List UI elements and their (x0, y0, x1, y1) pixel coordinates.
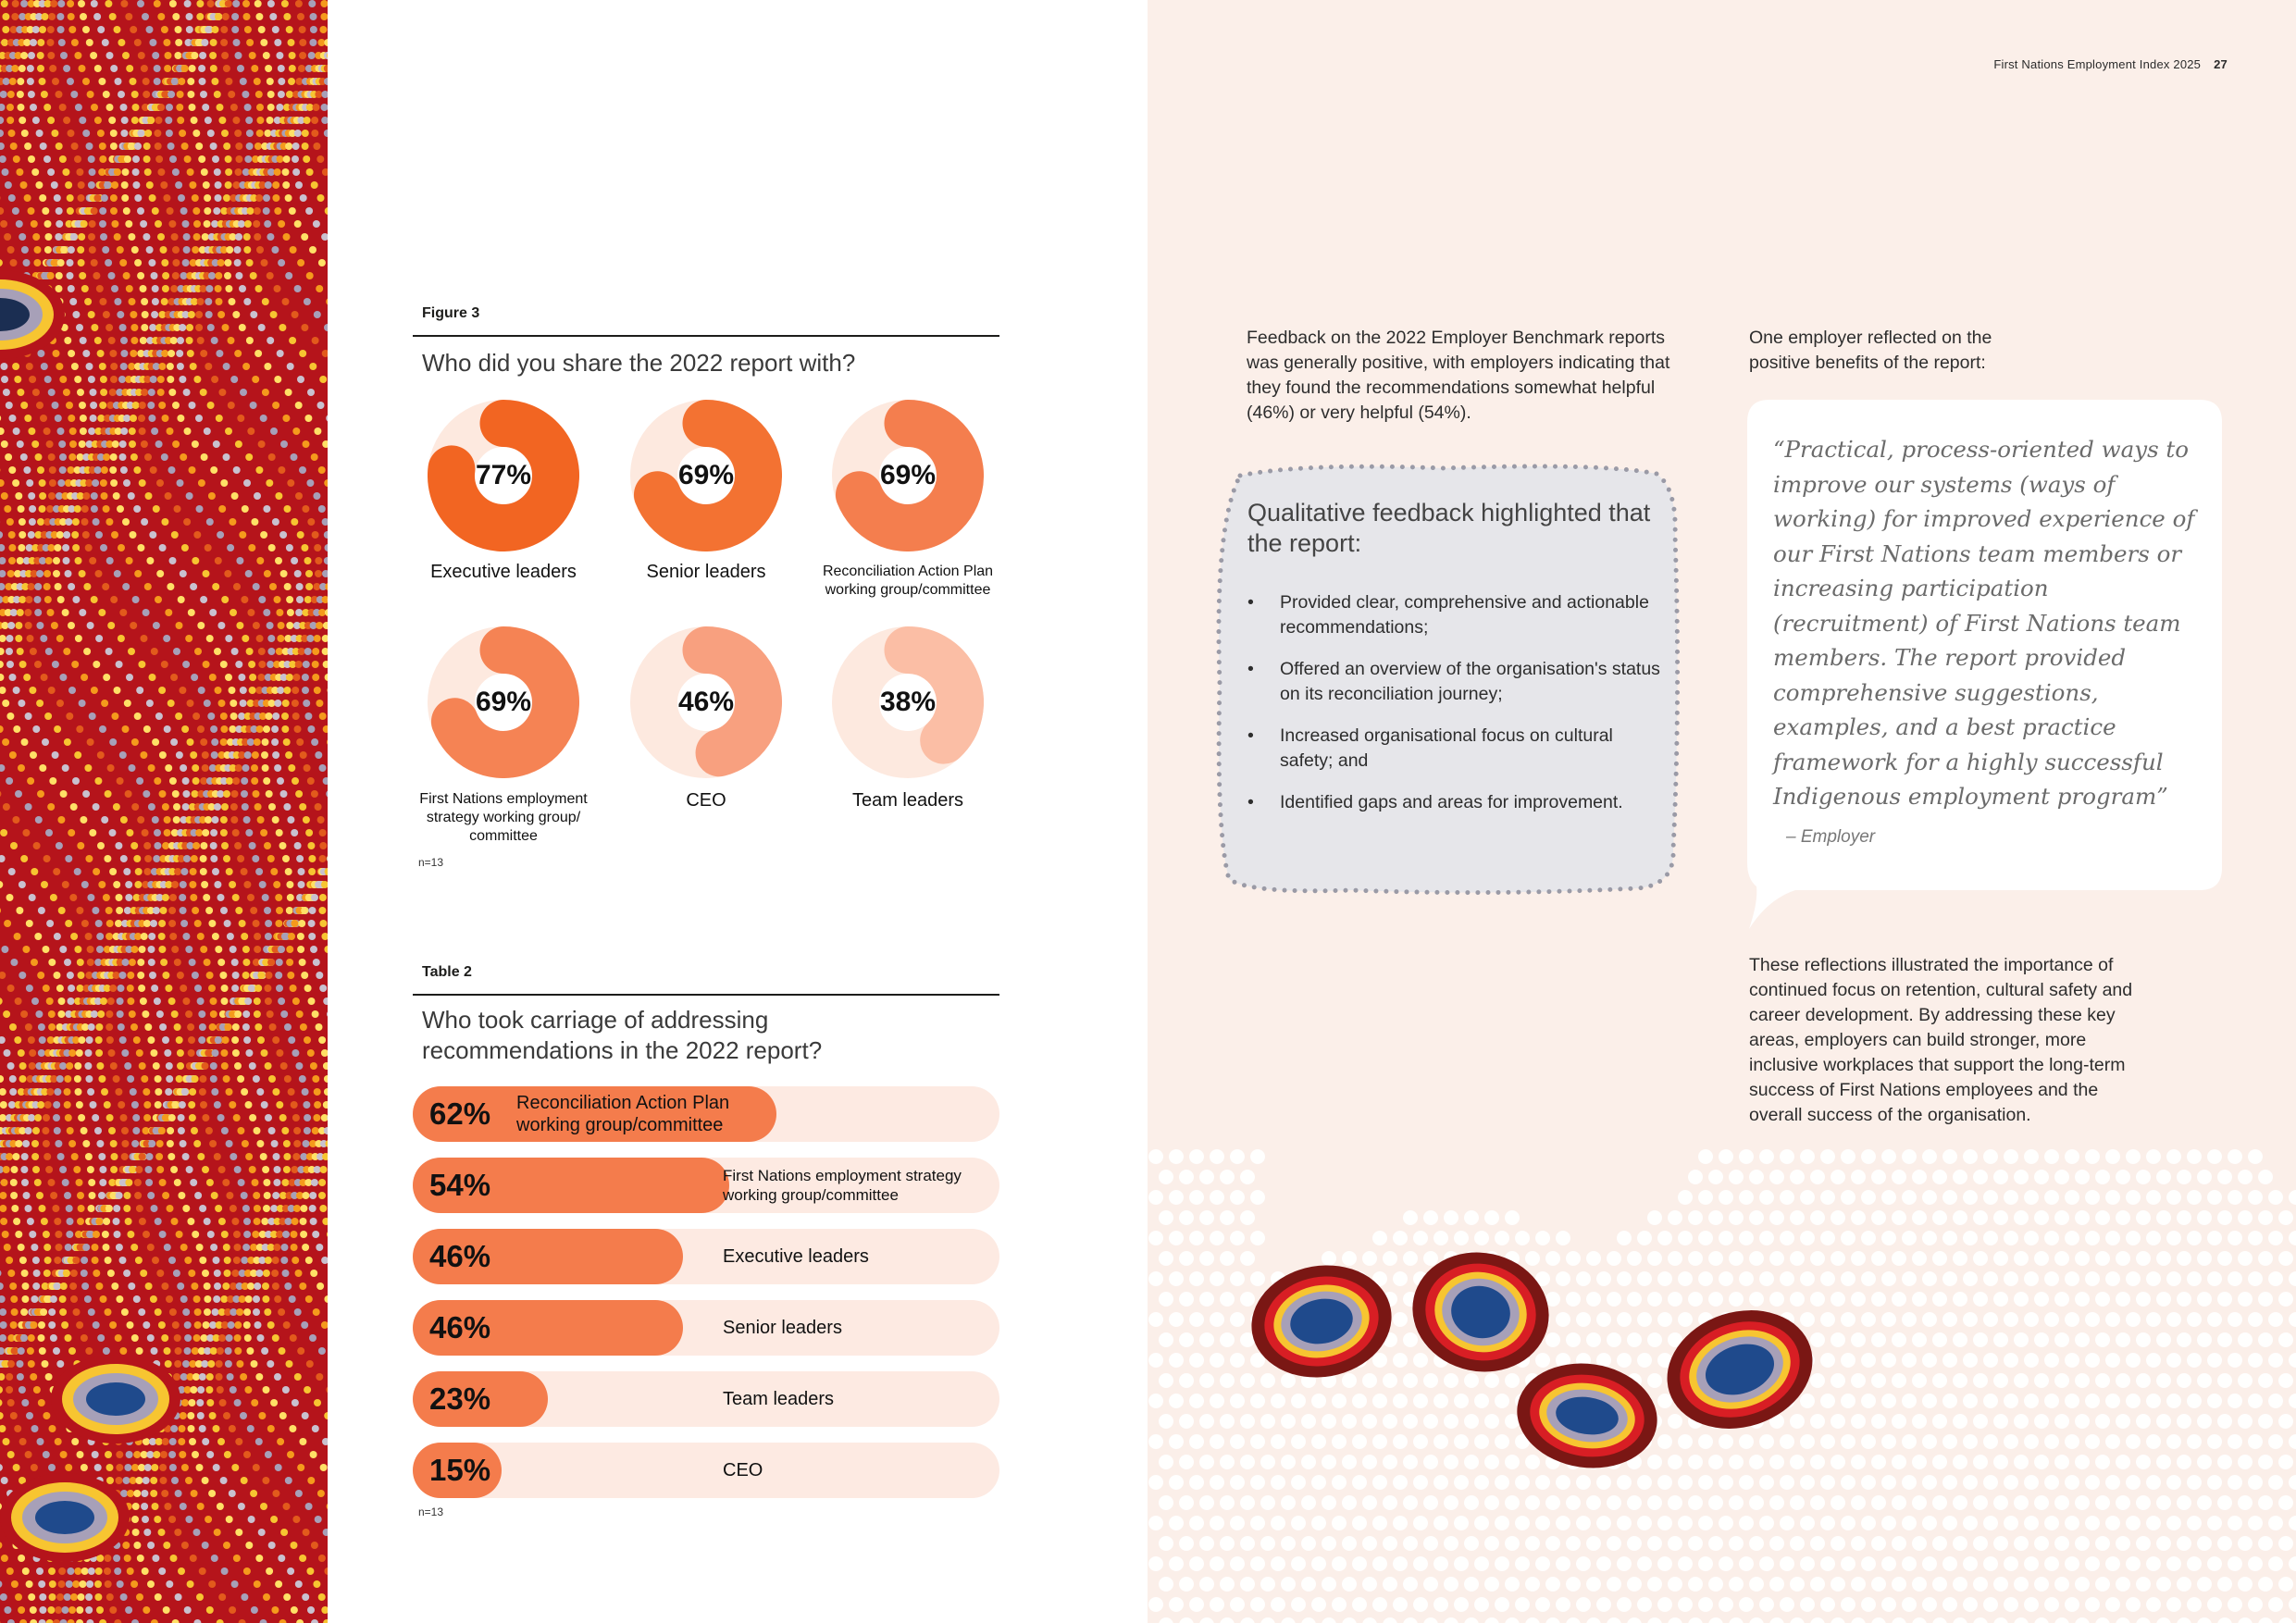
bar-percentage: 46% (429, 1300, 490, 1356)
quote-attribution: – Employer (1786, 827, 1875, 848)
donut-label: Senior leaders (609, 562, 803, 582)
list-item: • Identified gaps and areas for improveme… (1247, 790, 1664, 815)
donut-label: Executive leaders (406, 562, 601, 582)
figure-sample-size: n=13 (418, 856, 443, 869)
bullet-icon: • (1247, 724, 1254, 749)
list-item-text: Provided clear, comprehensive and action… (1280, 592, 1649, 638)
bullet-icon: • (1247, 590, 1254, 615)
figure-label: Figure 3 (422, 305, 479, 322)
bar-row: 54% First Nations employment strategy wo… (413, 1158, 999, 1213)
qualitative-heading: Qualitative feedback highlighted that th… (1247, 498, 1655, 559)
figure-title: Who did you share the 2022 report with? (422, 348, 855, 378)
table-title-line1: Who took carriage of addressing (422, 1005, 768, 1035)
bullet-icon: • (1247, 790, 1254, 815)
bar-percentage: 23% (429, 1371, 490, 1427)
employer-intro-paragraph: One employer reflected on the positive b… (1749, 326, 2054, 376)
list-item: • Provided clear, comprehensive and actio… (1247, 590, 1664, 640)
table-title-line2: recommendations in the 2022 report? (422, 1035, 822, 1066)
running-head: First Nations Employment Index 2025 27 (1993, 57, 2228, 71)
bar-row: 46% Executive leaders (413, 1229, 999, 1284)
donut-chart: 46% (630, 626, 782, 778)
donut-percentage: 69% (832, 400, 984, 551)
list-item-text: Increased organisational focus on cultur… (1280, 725, 1613, 771)
bar-label: CEO (723, 1443, 991, 1498)
table-rule (413, 994, 999, 996)
donut-label: Team leaders (811, 790, 1005, 811)
bar-label: Reconciliation Action Plan working group… (516, 1086, 757, 1142)
list-item: • Offered an overview of the organisation… (1247, 657, 1664, 707)
running-head-title: First Nations Employment Index 2025 (1993, 57, 2201, 71)
donut-chart: 69% (428, 626, 579, 778)
qualitative-list: • Provided clear, comprehensive and actio… (1247, 590, 1664, 832)
bar-label: Team leaders (723, 1371, 991, 1427)
employer-quote: “Practical, process-oriented ways to imp… (1773, 432, 2208, 814)
donut-percentage: 38% (832, 626, 984, 778)
table-sample-size: n=13 (418, 1505, 443, 1518)
bar-row: 46% Senior leaders (413, 1300, 999, 1356)
bar-row: 62% Reconciliation Action Plan working g… (413, 1086, 999, 1142)
bar-percentage: 15% (429, 1443, 490, 1498)
bullet-icon: • (1247, 657, 1254, 682)
list-item: • Increased organisational focus on cultu… (1247, 724, 1664, 774)
donut-chart: 38% (832, 626, 984, 778)
donut-percentage: 46% (630, 626, 782, 778)
donut-percentage: 69% (428, 626, 579, 778)
donut-label: First Nations employment strategy workin… (406, 790, 601, 846)
donut-chart: 69% (832, 400, 984, 551)
bar-percentage: 54% (429, 1158, 490, 1213)
list-item-text: Offered an overview of the organisation'… (1280, 659, 1660, 704)
bar-label: Executive leaders (723, 1229, 991, 1284)
figure-rule (413, 335, 999, 337)
donut-label: CEO (609, 790, 803, 811)
bar-label: First Nations employment strategy workin… (723, 1158, 996, 1213)
page-number: 27 (2214, 57, 2228, 71)
bar-row: 15% CEO (413, 1443, 999, 1498)
donut-chart: 69% (630, 400, 782, 551)
aboriginal-dot-artwork (0, 0, 328, 1623)
qualitative-feedback-box: Qualitative feedback highlighted that th… (1212, 461, 1684, 901)
bar-label: Senior leaders (723, 1300, 991, 1356)
bar-percentage: 46% (429, 1229, 490, 1284)
bar-row: 23% Team leaders (413, 1371, 999, 1427)
bar-percentage: 62% (429, 1086, 490, 1142)
quote-bubble: “Practical, process-oriented ways to imp… (1747, 400, 2222, 929)
reflections-paragraph: These reflections illustrated the import… (1749, 953, 2156, 1128)
list-item-text: Identified gaps and areas for improvemen… (1280, 792, 1623, 812)
feedback-intro-paragraph: Feedback on the 2022 Employer Benchmark … (1247, 326, 1682, 426)
donut-chart: 77% (428, 400, 579, 551)
donut-label: Reconciliation Action Plan working group… (811, 563, 1005, 600)
donut-percentage: 77% (428, 400, 579, 551)
table-label: Table 2 (422, 964, 472, 981)
donut-percentage: 69% (630, 400, 782, 551)
